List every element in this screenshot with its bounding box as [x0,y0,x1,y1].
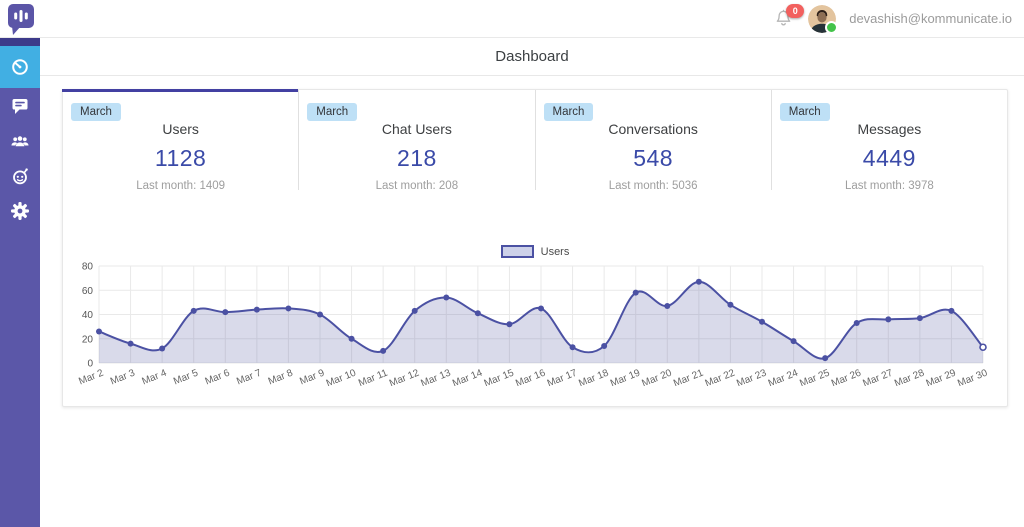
svg-text:Mar 13: Mar 13 [419,367,452,386]
title-bar: Dashboard [40,38,1024,76]
dashboard-card: March Users 1128 Last month: 1409 March … [62,89,1008,407]
notifications-button[interactable]: 0 [775,3,805,29]
svg-text:Mar 8: Mar 8 [267,367,295,386]
user-email[interactable]: devashish@kommunicate.io [849,11,1012,26]
svg-text:Mar 21: Mar 21 [672,367,705,386]
sidebar-item-bot[interactable] [0,158,40,193]
month-chip[interactable]: March [307,103,358,121]
month-chip[interactable]: March [779,103,830,121]
sidebar [0,38,40,527]
user-avatar[interactable] [808,4,839,34]
stat-last-month: Last month: 5036 [608,180,698,192]
chart-legend[interactable]: Users [63,245,1007,258]
sidebar-item-users[interactable] [0,123,40,158]
svg-text:0: 0 [87,359,93,370]
svg-text:Mar 10: Mar 10 [325,367,358,386]
svg-text:Mar 15: Mar 15 [483,367,516,386]
month-chip[interactable]: March [543,103,594,121]
users-people-icon [11,135,29,146]
page-title: Dashboard [495,48,569,65]
svg-text:Mar 29: Mar 29 [925,367,958,386]
svg-text:Mar 7: Mar 7 [235,367,263,386]
svg-text:Mar 6: Mar 6 [204,367,232,386]
svg-text:Mar 20: Mar 20 [640,367,673,386]
svg-text:Mar 9: Mar 9 [298,367,326,386]
svg-text:Mar 24: Mar 24 [767,367,800,386]
stat-card-messages[interactable]: March Messages 4449 Last month: 3978 [770,90,1007,192]
sidebar-top-strip [0,38,40,46]
sidebar-item-dashboard[interactable] [0,46,40,88]
svg-text:Mar 18: Mar 18 [577,367,610,386]
stat-last-month: Last month: 3978 [844,180,934,192]
kommunicate-logo-icon [8,3,34,35]
stats-row: March Users 1128 Last month: 1409 March … [63,90,1007,192]
online-status-dot [825,20,839,34]
legend-label: Users [540,245,570,258]
stat-value: 1128 [154,145,207,171]
svg-text:Mar 17: Mar 17 [546,367,579,386]
svg-text:80: 80 [82,262,94,273]
svg-text:60: 60 [82,286,94,297]
svg-text:Mar 12: Mar 12 [388,367,421,386]
svg-text:Mar 28: Mar 28 [893,367,926,386]
stat-last-month: Last month: 208 [375,180,459,192]
avatar-photo [808,4,837,33]
svg-text:Mar 5: Mar 5 [172,367,200,386]
legend-swatch-icon [500,245,534,258]
svg-text:Mar 3: Mar 3 [109,367,137,386]
conversations-chat-icon [12,98,28,114]
stat-value: 218 [396,145,437,171]
main-content: Dashboard March Users 1128 Last month: 1… [40,38,1024,527]
stat-card-users[interactable]: March Users 1128 Last month: 1409 [63,90,298,192]
svg-text:Mar 11: Mar 11 [357,367,390,386]
sidebar-item-conversations[interactable] [0,88,40,123]
stat-card-chat-users[interactable]: March Chat Users 218 Last month: 208 [298,90,534,192]
stat-last-month: Last month: 1409 [136,180,226,192]
svg-text:20: 20 [82,334,94,345]
bot-icon [13,167,28,184]
stat-label: Messages [857,121,922,137]
svg-text:Mar 2: Mar 2 [77,367,105,386]
svg-text:40: 40 [82,310,94,321]
sidebar-item-settings[interactable] [0,193,40,228]
settings-gear-icon [11,201,29,220]
stat-label: Chat Users [381,121,452,137]
svg-text:Mar 25: Mar 25 [798,367,831,386]
svg-text:Mar 14: Mar 14 [451,367,484,386]
selected-metric-indicator [62,89,298,92]
stat-value: 548 [633,145,674,171]
stat-card-conversations[interactable]: March Conversations 548 Last month: 5036 [534,90,771,192]
top-header: 0 devashish@kommunicate.io [0,0,1024,38]
svg-text:Mar 27: Mar 27 [861,367,894,386]
stat-label: Users [162,121,199,137]
svg-text:Mar 26: Mar 26 [830,367,863,386]
svg-text:Mar 16: Mar 16 [514,367,547,386]
svg-text:Mar 30: Mar 30 [956,367,989,386]
stat-value: 4449 [862,145,916,171]
svg-text:Mar 22: Mar 22 [704,367,737,386]
dashboard-gauge-icon [12,59,28,75]
month-chip[interactable]: March [71,103,121,121]
svg-text:Mar 19: Mar 19 [609,367,642,386]
notification-badge: 0 [786,3,805,18]
svg-text:Mar 4: Mar 4 [140,367,168,386]
header-user-area: 0 devashish@kommunicate.io [775,3,1012,34]
svg-text:Mar 23: Mar 23 [735,367,768,386]
kommunicate-logo[interactable] [4,1,38,37]
stat-label: Conversations [608,121,698,137]
